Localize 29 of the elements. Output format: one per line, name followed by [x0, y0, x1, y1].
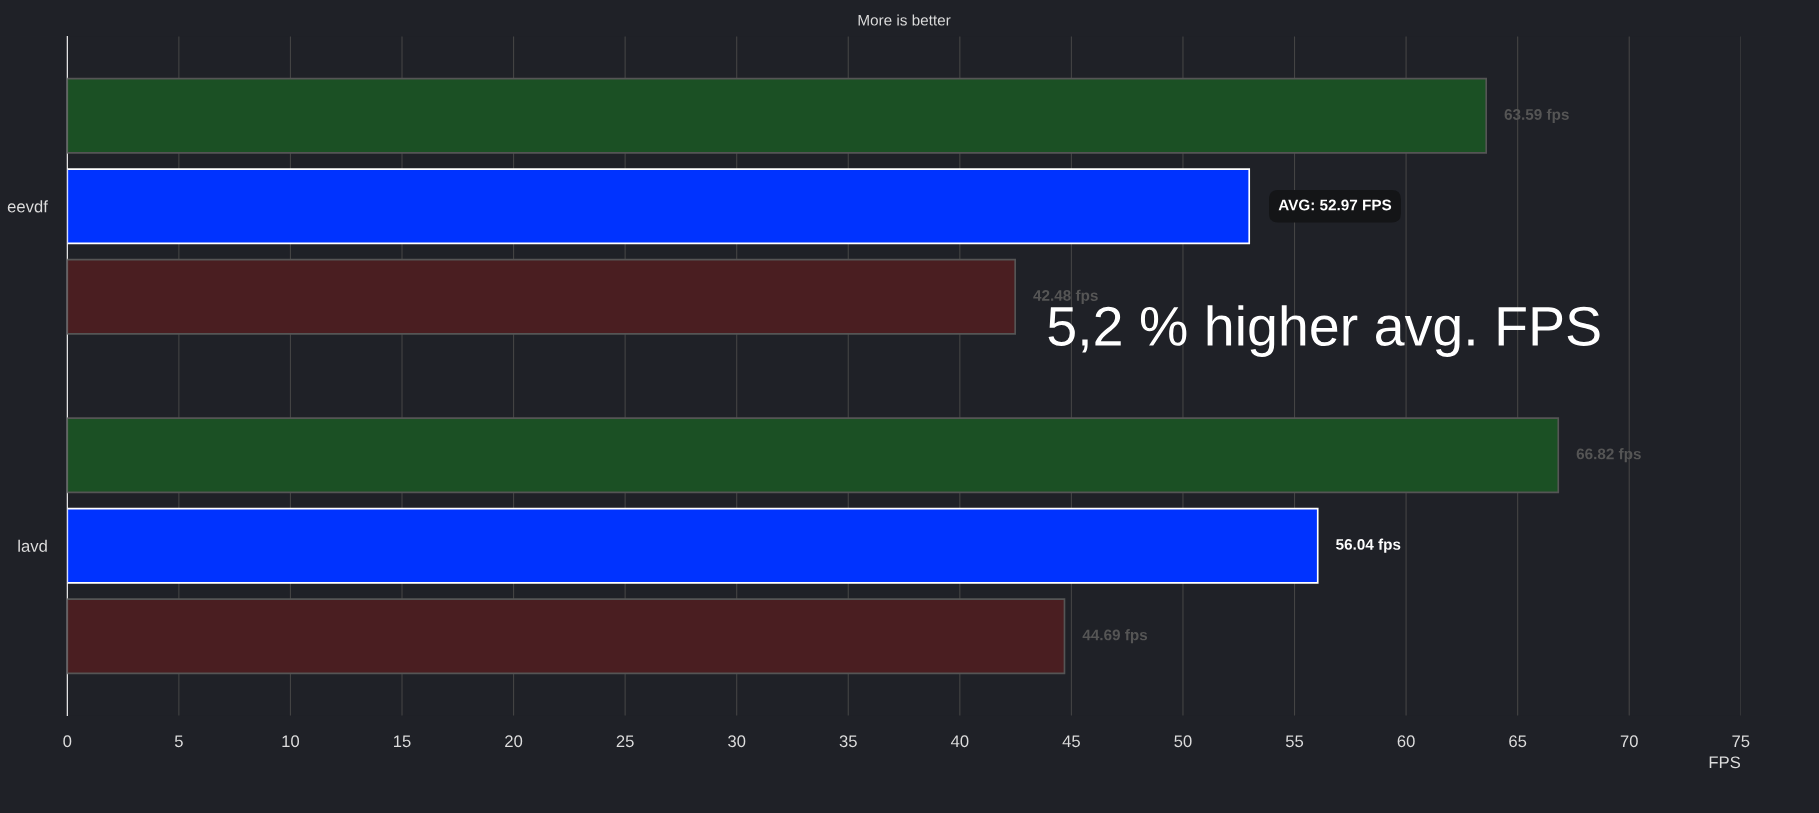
x-tick-label: 65	[1509, 735, 1527, 748]
x-tick-label: 20	[505, 735, 523, 748]
x-tick-label: 40	[950, 735, 969, 748]
x-tick-label: 60	[1397, 735, 1415, 748]
chart-title: More is better	[858, 14, 951, 26]
bar	[67, 598, 1066, 675]
x-tick-label: 70	[1620, 735, 1638, 748]
bar	[67, 168, 1251, 245]
bar	[67, 77, 1488, 154]
y-tick-label: lavd	[18, 539, 47, 552]
x-tick-label: 35	[839, 735, 857, 748]
x-tick-label: 30	[728, 735, 746, 748]
x-tick-label: 5	[174, 735, 183, 748]
data-label: AVG: 52.97 FPS	[1278, 199, 1392, 211]
x-tick-label: 15	[394, 735, 411, 748]
bar	[67, 417, 1560, 494]
annotation: 5,2 % higher avg. FPS	[1048, 305, 1600, 357]
x-tick-label: 55	[1285, 735, 1304, 748]
bar	[67, 507, 1319, 584]
bar	[67, 258, 1016, 335]
y-tick-label: eevdf	[7, 200, 48, 213]
x-tick-label: 0	[63, 735, 72, 748]
x-tick-label: 25	[616, 735, 634, 748]
data-label: 56.04 fps	[1336, 538, 1401, 553]
x-tick-label: 50	[1174, 735, 1192, 748]
x-tick-label: 45	[1062, 735, 1080, 748]
x-tick-label: 10	[282, 735, 300, 748]
x-axis-title: FPS	[1709, 756, 1741, 769]
x-tick-label: 75	[1732, 735, 1750, 748]
